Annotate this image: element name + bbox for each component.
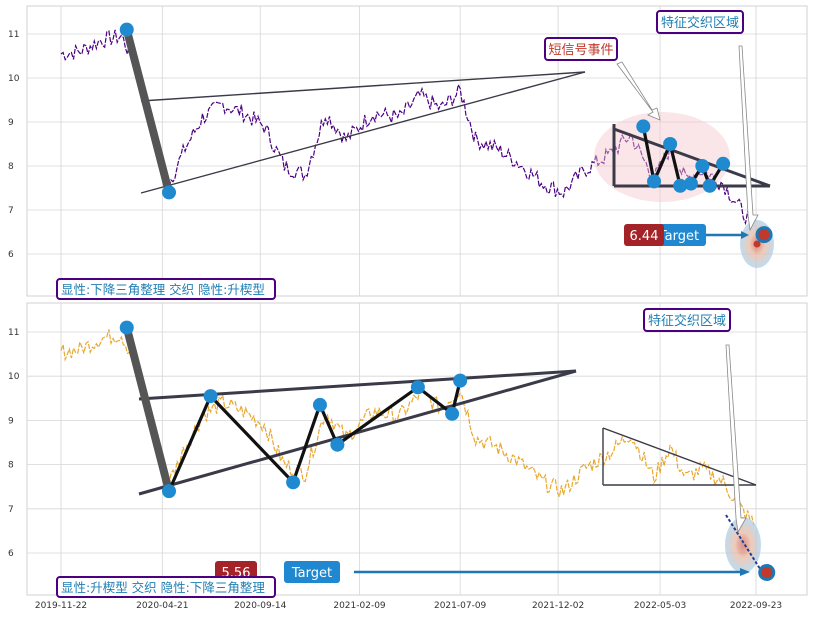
top-target-label: Target bbox=[651, 224, 706, 246]
top-target-marker bbox=[755, 226, 773, 244]
pivot-marker bbox=[312, 397, 327, 412]
top-pattern-overlays: Target 6.44 特征交织区域 短信号事件 显性:下降三角整理 交织 隐性… bbox=[56, 10, 774, 300]
bottom-feature-zone-text: 特征交织区域 bbox=[648, 313, 726, 329]
bottom-feature-zone-glow bbox=[725, 517, 761, 573]
wedge-lower-line bbox=[140, 71, 586, 194]
pivot-marker bbox=[663, 137, 678, 151]
pivot-marker bbox=[647, 174, 662, 189]
y-tick-label: 7 bbox=[8, 505, 14, 515]
top-target-arrowhead bbox=[741, 231, 749, 239]
pivot-marker bbox=[695, 159, 710, 173]
x-tick-label: 2022-05-03 bbox=[634, 601, 686, 611]
bottom-target-arrowhead bbox=[740, 568, 750, 576]
y-tick-label: 11 bbox=[8, 328, 19, 338]
price-line bbox=[60, 29, 755, 226]
top-feature-zone-text: 特征交织区域 bbox=[661, 15, 739, 31]
pivot-marker bbox=[673, 178, 688, 193]
y-tick-label: 9 bbox=[8, 118, 14, 128]
bottom-legend-text: 显性:升楔型 交织 隐性:下降三角整理 bbox=[61, 580, 265, 595]
x-tick-label: 2021-07-09 bbox=[434, 601, 487, 611]
bottom-target-label: Target bbox=[284, 561, 340, 583]
wedge-upper-line bbox=[140, 71, 586, 102]
bottom-price-series bbox=[60, 329, 755, 526]
sms-event-box: 短信号事件 bbox=[544, 37, 618, 61]
bottom-drop-leg bbox=[122, 323, 174, 496]
x-tick-label: 2021-12-02 bbox=[532, 601, 584, 611]
bottom-feature-zone-box: 特征交织区域 bbox=[643, 308, 731, 332]
bottom-pivot-markers bbox=[119, 320, 468, 499]
x-tick-label: 2019-11-22 bbox=[35, 601, 87, 611]
bottom-plot-frame bbox=[26, 302, 808, 596]
bottom-y-tick-labels: 6 7 8 9 10 11 bbox=[8, 328, 20, 559]
triangle-upper-line bbox=[613, 127, 771, 188]
pivot-marker bbox=[636, 119, 651, 134]
x-tick-label: 2022-09-23 bbox=[730, 601, 782, 611]
y-tick-label: 7 bbox=[8, 206, 14, 216]
sms-event-text: 短信号事件 bbox=[548, 43, 613, 58]
pivot-marker bbox=[162, 185, 177, 200]
top-feature-zone-core bbox=[753, 240, 761, 248]
pivot-marker bbox=[330, 437, 345, 452]
top-target-text: Target bbox=[658, 229, 699, 244]
bottom-target-marker bbox=[758, 563, 776, 581]
bottom-wedge-lower-line bbox=[138, 369, 577, 496]
pivot-marker bbox=[119, 320, 134, 335]
bottom-legend-box: 显性:升楔型 交织 隐性:下降三角整理 bbox=[56, 576, 276, 598]
x-tick-label: 2020-09-14 bbox=[234, 601, 287, 611]
y-tick-label: 6 bbox=[8, 549, 14, 559]
x-tick-label: 2021-02-09 bbox=[333, 601, 386, 611]
y-tick-label: 11 bbox=[8, 30, 19, 40]
bottom-grid bbox=[27, 303, 807, 595]
pivot-marker bbox=[453, 373, 468, 388]
top-pivot-markers bbox=[119, 22, 731, 200]
top-target-value-text: 6.44 bbox=[630, 229, 659, 244]
bottom-projection-line bbox=[725, 514, 763, 573]
bottom-feature-arrow bbox=[725, 344, 747, 534]
pivot-marker bbox=[286, 475, 301, 490]
bottom-target-text: Target bbox=[291, 566, 332, 581]
y-tick-label: 9 bbox=[8, 416, 14, 426]
top-drop-leg bbox=[122, 25, 174, 197]
bottom-pattern-overlays: Target 5.56 特征交织区域 显性:升楔型 交织 隐性:下降三角整理 bbox=[56, 308, 776, 598]
price-line bbox=[60, 329, 755, 526]
y-tick-label: 10 bbox=[8, 74, 20, 84]
top-feature-arrow bbox=[738, 45, 759, 232]
bottom-wedge-zigzag bbox=[167, 380, 462, 492]
top-price-series bbox=[60, 29, 755, 226]
top-y-tick-labels: 6 7 8 9 10 11 bbox=[8, 30, 20, 260]
x-tick-label: 2020-04-21 bbox=[136, 601, 188, 611]
pivot-marker bbox=[683, 176, 698, 191]
top-panel: 6 7 8 9 10 11 Target 6.44 bbox=[8, 5, 808, 300]
pivot-marker bbox=[445, 406, 460, 421]
pivot-marker bbox=[162, 484, 177, 499]
y-tick-label: 8 bbox=[8, 461, 14, 471]
top-legend-box: 显性:下降三角整理 交织 隐性:升楔型 bbox=[56, 278, 276, 300]
pivot-marker bbox=[410, 380, 425, 395]
y-tick-label: 8 bbox=[8, 162, 14, 172]
x-tick-labels: 2019-11-22 2020-04-21 2020-09-14 2021-02-09… bbox=[35, 601, 782, 611]
pivot-marker bbox=[702, 178, 717, 193]
pivot-marker bbox=[716, 156, 731, 171]
y-tick-label: 10 bbox=[8, 372, 20, 382]
top-target-value: 6.44 bbox=[624, 224, 664, 246]
top-legend-text: 显性:下降三角整理 交织 隐性:升楔型 bbox=[61, 282, 265, 297]
bottom-triangle-upper-line bbox=[602, 427, 757, 486]
top-feature-zone-box: 特征交织区域 bbox=[656, 10, 744, 34]
pivot-marker bbox=[119, 22, 134, 37]
pivot-marker bbox=[203, 389, 218, 404]
sms-event-arrow bbox=[616, 61, 661, 121]
y-tick-label: 6 bbox=[8, 250, 14, 260]
